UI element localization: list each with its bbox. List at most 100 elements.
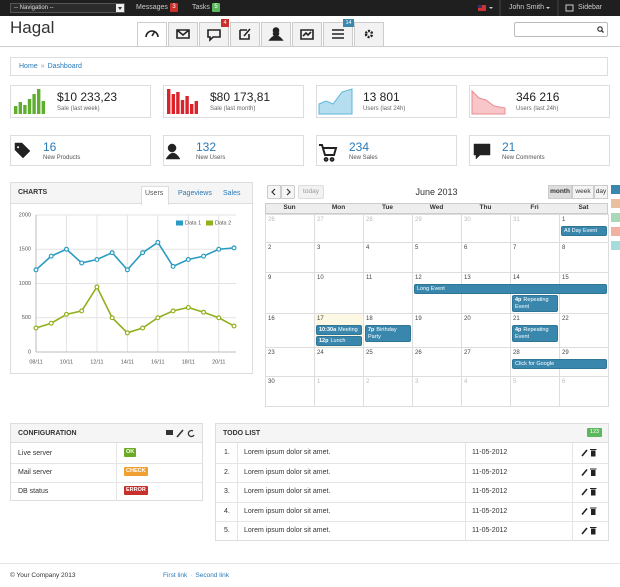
- todo-text: Lorem ipsum dolor sit amet.: [244, 468, 331, 476]
- event-time: 12p: [319, 337, 329, 344]
- cal-day-cell[interactable]: [461, 376, 511, 407]
- panel-title: CONFIGURATION: [18, 430, 77, 437]
- cal-day-cell[interactable]: [265, 376, 315, 407]
- nav-tab[interactable]: [261, 22, 291, 46]
- chart-tab[interactable]: Sales: [223, 190, 241, 197]
- counter-value: 132: [196, 140, 217, 154]
- config-panel: [10, 423, 203, 501]
- cal-event[interactable]: 10:30a Meeting: [316, 325, 362, 335]
- cal-event[interactable]: All Day Event: [561, 226, 607, 236]
- event-time: 4p: [515, 296, 522, 303]
- breadcrumb-separator: »: [40, 63, 45, 70]
- cal-event[interactable]: 12p Lunch: [316, 336, 362, 346]
- event-title: Lunch: [330, 337, 346, 344]
- theme-swatch[interactable]: [611, 227, 620, 236]
- counter-label: New Users: [196, 155, 226, 161]
- breadcrumb-link[interactable]: Dashboard: [47, 63, 82, 70]
- cal-day-cell[interactable]: [314, 376, 364, 407]
- cal-view-button[interactable]: week: [572, 185, 594, 199]
- todo-number: 2.: [224, 468, 230, 476]
- cal-event[interactable]: 4p Repeating Event: [512, 295, 558, 312]
- cal-event[interactable]: 4p Repeating Event: [512, 325, 558, 342]
- theme-swatch[interactable]: [611, 185, 620, 194]
- cal-day-cell[interactable]: [559, 376, 609, 407]
- stat-label: Sale (last week): [57, 106, 100, 112]
- todo-text: Lorem ipsum dolor sit amet.: [244, 527, 331, 534]
- todo-date: 11-05-2012: [472, 527, 508, 534]
- tasks-link[interactable]: Tasks: [192, 4, 210, 11]
- cal-day-cell[interactable]: [412, 242, 462, 273]
- breadcrumb-link[interactable]: Home: [19, 63, 38, 70]
- navigation-select[interactable]: -- Navigation --: [10, 3, 125, 13]
- cal-day-cell[interactable]: [265, 242, 315, 273]
- cal-day-number: 18: [366, 316, 373, 322]
- todo-date: 11-05-2012: [472, 449, 508, 456]
- theme-swatch[interactable]: [611, 213, 620, 222]
- nav-tab[interactable]: [292, 22, 322, 46]
- cal-view-button[interactable]: month: [548, 185, 572, 199]
- config-label: Live server: [18, 450, 53, 457]
- counter-value: 16: [43, 140, 57, 154]
- cal-day-number: 28: [366, 217, 373, 223]
- cal-event[interactable]: 7p Birthday Party: [365, 325, 411, 342]
- nav-tab[interactable]: [168, 22, 198, 46]
- cal-day-cell[interactable]: [461, 242, 511, 273]
- todo-number: 1.: [224, 449, 230, 456]
- counter-value: 234: [349, 140, 370, 154]
- event-title: Repeating Event: [515, 296, 549, 310]
- cal-day-cell[interactable]: [314, 347, 364, 377]
- nav-tab[interactable]: [354, 22, 384, 46]
- cal-day-number: 6: [464, 245, 468, 251]
- cal-day-cell[interactable]: [559, 242, 609, 273]
- cal-day-cell[interactable]: [363, 376, 413, 407]
- stat-value: 13 801: [363, 90, 400, 104]
- cal-event[interactable]: Long Event: [414, 284, 607, 294]
- cal-day-number: 20: [464, 316, 471, 322]
- sidebar-toggle[interactable]: Sidebar: [578, 4, 603, 11]
- theme-swatch[interactable]: [611, 241, 620, 250]
- cal-event[interactable]: Click for Google: [512, 359, 607, 369]
- counter-box: [316, 135, 457, 166]
- theme-swatch[interactable]: [611, 199, 620, 208]
- nav-tab[interactable]: [230, 22, 260, 46]
- cal-day-cell[interactable]: [363, 242, 413, 273]
- footer-link[interactable]: First link: [163, 572, 188, 579]
- stat-label: Users (last 24h): [516, 106, 559, 112]
- cal-day-cell[interactable]: [559, 313, 609, 348]
- row-rule: [216, 482, 608, 483]
- chart-tab[interactable]: Pageviews: [178, 190, 212, 197]
- cal-day-cell[interactable]: [510, 376, 560, 407]
- charts-panel: [10, 182, 253, 374]
- counter-value: 21: [502, 140, 516, 154]
- tab-active: [141, 186, 169, 205]
- cal-day-number: 24: [317, 350, 324, 356]
- cal-day-number: 27: [464, 350, 471, 356]
- cal-day-cell[interactable]: [363, 347, 413, 377]
- footer-link[interactable]: Second link: [195, 572, 229, 579]
- cal-day-cell[interactable]: [363, 272, 413, 314]
- search-input[interactable]: [514, 22, 608, 37]
- user-menu[interactable]: John Smith: [509, 4, 545, 11]
- cal-today[interactable]: today: [298, 185, 324, 199]
- stat-value: $80 173,81: [210, 90, 271, 104]
- status-label: OK: [124, 448, 137, 457]
- cal-title: June 2013: [415, 187, 458, 197]
- cal-day-number: 5: [513, 379, 517, 385]
- cal-day-number: 29: [562, 350, 569, 356]
- event-title: Repeating Event: [515, 326, 549, 340]
- event-time: 7p: [368, 326, 375, 333]
- tab-badge: 4: [221, 19, 229, 27]
- tasks-badge: 5: [212, 3, 220, 12]
- cal-weekday-row: [265, 203, 608, 214]
- stat-box: [10, 85, 151, 118]
- messages-link[interactable]: Messages: [136, 4, 168, 11]
- cal-day-cell[interactable]: [510, 242, 560, 273]
- nav-tab[interactable]: [137, 22, 167, 46]
- cal-day-number: 2: [366, 379, 370, 385]
- event-title: All Day Event: [564, 227, 598, 234]
- cal-day-cell[interactable]: [265, 272, 315, 314]
- cal-view-button[interactable]: day: [594, 185, 608, 199]
- cal-day-cell[interactable]: [412, 376, 462, 407]
- chart-tab[interactable]: Users: [145, 190, 164, 197]
- cal-day-cell[interactable]: [314, 242, 364, 273]
